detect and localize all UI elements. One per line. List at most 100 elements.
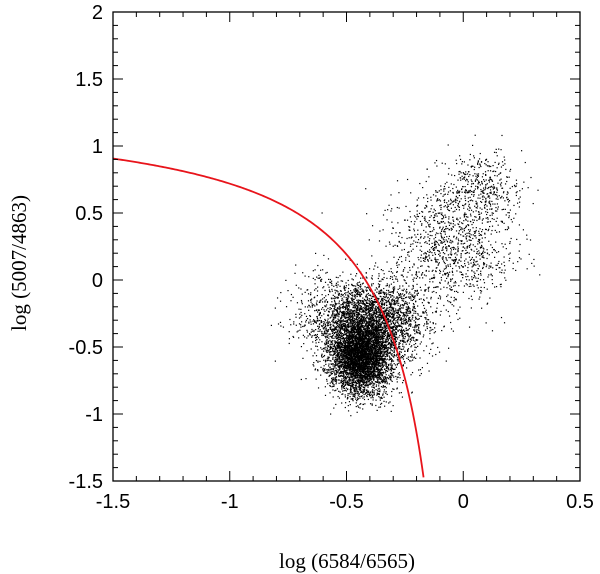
- data-point-2764: [347, 354, 349, 357]
- data-point-3413: [354, 387, 356, 389]
- data-point-4020: [384, 385, 386, 388]
- data-point-3758: [348, 365, 350, 368]
- data-point-4238: [374, 336, 376, 338]
- data-point-826: [322, 367, 324, 370]
- data-point-536: [354, 334, 356, 336]
- data-point-1245: [366, 368, 369, 370]
- data-point-4122: [356, 367, 359, 369]
- data-point-3192: [358, 364, 360, 366]
- data-point-2843: [386, 352, 388, 354]
- data-point-83: [372, 392, 374, 394]
- data-point-4825: [349, 333, 351, 335]
- data-point-4544: [400, 328, 402, 330]
- data-point-1351: [330, 360, 332, 362]
- data-point-2677: [372, 356, 374, 358]
- data-point-2989: [354, 384, 356, 386]
- data-point-3857: [368, 380, 370, 382]
- data-point-4085: [337, 346, 339, 349]
- data-point-3096: [357, 330, 360, 332]
- data-point-2199: [342, 381, 344, 383]
- data-point-3821: [344, 331, 346, 333]
- data-point-407: [320, 355, 323, 357]
- data-point-1904: [332, 381, 334, 383]
- data-point-2630: [349, 362, 351, 365]
- data-point-2648: [369, 359, 372, 362]
- data-point-4840: [405, 329, 407, 332]
- data-point-4437: [377, 353, 379, 355]
- data-point-3958: [369, 348, 371, 350]
- data-point-4042: [327, 383, 329, 385]
- data-point-4877: [355, 341, 357, 343]
- data-point-1268: [338, 367, 340, 369]
- data-point-3773: [377, 381, 379, 383]
- data-point-2291: [356, 346, 358, 348]
- data-point-3288: [362, 374, 364, 376]
- data-point-3777: [333, 354, 335, 356]
- data-point-3479: [362, 382, 364, 384]
- data-point-1389: [347, 384, 349, 386]
- data-point-4834: [346, 316, 348, 318]
- data-point-4445: [390, 271, 392, 273]
- data-point-1111: [357, 380, 359, 382]
- data-point-957: [334, 373, 336, 375]
- data-point-2889: [374, 359, 377, 362]
- data-point-4671: [339, 308, 341, 311]
- data-point-1320: [361, 334, 364, 337]
- data-point-2647: [353, 376, 355, 378]
- data-point-2807: [385, 345, 387, 347]
- data-point-2031: [332, 389, 334, 391]
- data-point-4984: [345, 352, 347, 354]
- data-point-2004: [384, 368, 386, 370]
- data-point-3053: [345, 369, 347, 372]
- data-point-1841: [379, 399, 381, 401]
- data-point-2850: [362, 297, 364, 299]
- data-point-4755: [359, 351, 361, 353]
- data-point-445: [353, 371, 355, 373]
- data-point-305: [382, 344, 384, 346]
- data-point-4903: [375, 348, 377, 350]
- data-point-1108: [368, 360, 370, 362]
- data-point-620: [370, 365, 372, 368]
- data-point-4890: [375, 339, 377, 341]
- data-point-3342: [332, 348, 334, 350]
- data-point-4306: [387, 343, 389, 346]
- data-point-847: [382, 385, 384, 387]
- data-point-741: [347, 382, 349, 384]
- data-point-2395: [379, 341, 381, 343]
- data-point-4637: [427, 323, 429, 325]
- data-point-4293: [323, 347, 325, 349]
- data-point-3583: [343, 346, 346, 348]
- data-point-2052: [348, 363, 350, 365]
- data-point-2335: [351, 375, 353, 377]
- data-point-2122: [368, 393, 371, 396]
- data-point-2982: [394, 368, 396, 370]
- data-point-3274: [338, 336, 340, 339]
- data-point-4661: [340, 340, 342, 342]
- data-point-272: [385, 347, 387, 349]
- data-point-147: [370, 329, 372, 331]
- data-point-4325: [392, 303, 394, 305]
- data-point-4554: [340, 335, 342, 338]
- data-point-2635: [331, 370, 333, 373]
- data-point-1316: [341, 378, 343, 380]
- data-point-4693: [345, 296, 347, 299]
- data-point-951: [392, 368, 395, 371]
- data-point-1889: [349, 377, 351, 379]
- data-point-4492: [393, 354, 395, 357]
- data-point-830: [334, 377, 337, 379]
- data-point-3101: [359, 339, 362, 341]
- data-point-4083: [370, 345, 372, 347]
- data-point-4965: [344, 342, 347, 344]
- data-point-2679: [353, 327, 356, 329]
- data-point-4766: [387, 299, 389, 302]
- data-point-1199: [382, 377, 385, 379]
- data-point-4754: [396, 291, 399, 293]
- data-point-3392: [362, 378, 364, 380]
- data-point-4973: [329, 291, 331, 293]
- data-point-1949: [385, 379, 388, 381]
- data-point-2251: [377, 371, 379, 373]
- data-point-416: [332, 348, 335, 350]
- data-point-3749: [379, 349, 381, 351]
- data-point-3354: [380, 377, 382, 379]
- data-point-1239: [323, 326, 326, 328]
